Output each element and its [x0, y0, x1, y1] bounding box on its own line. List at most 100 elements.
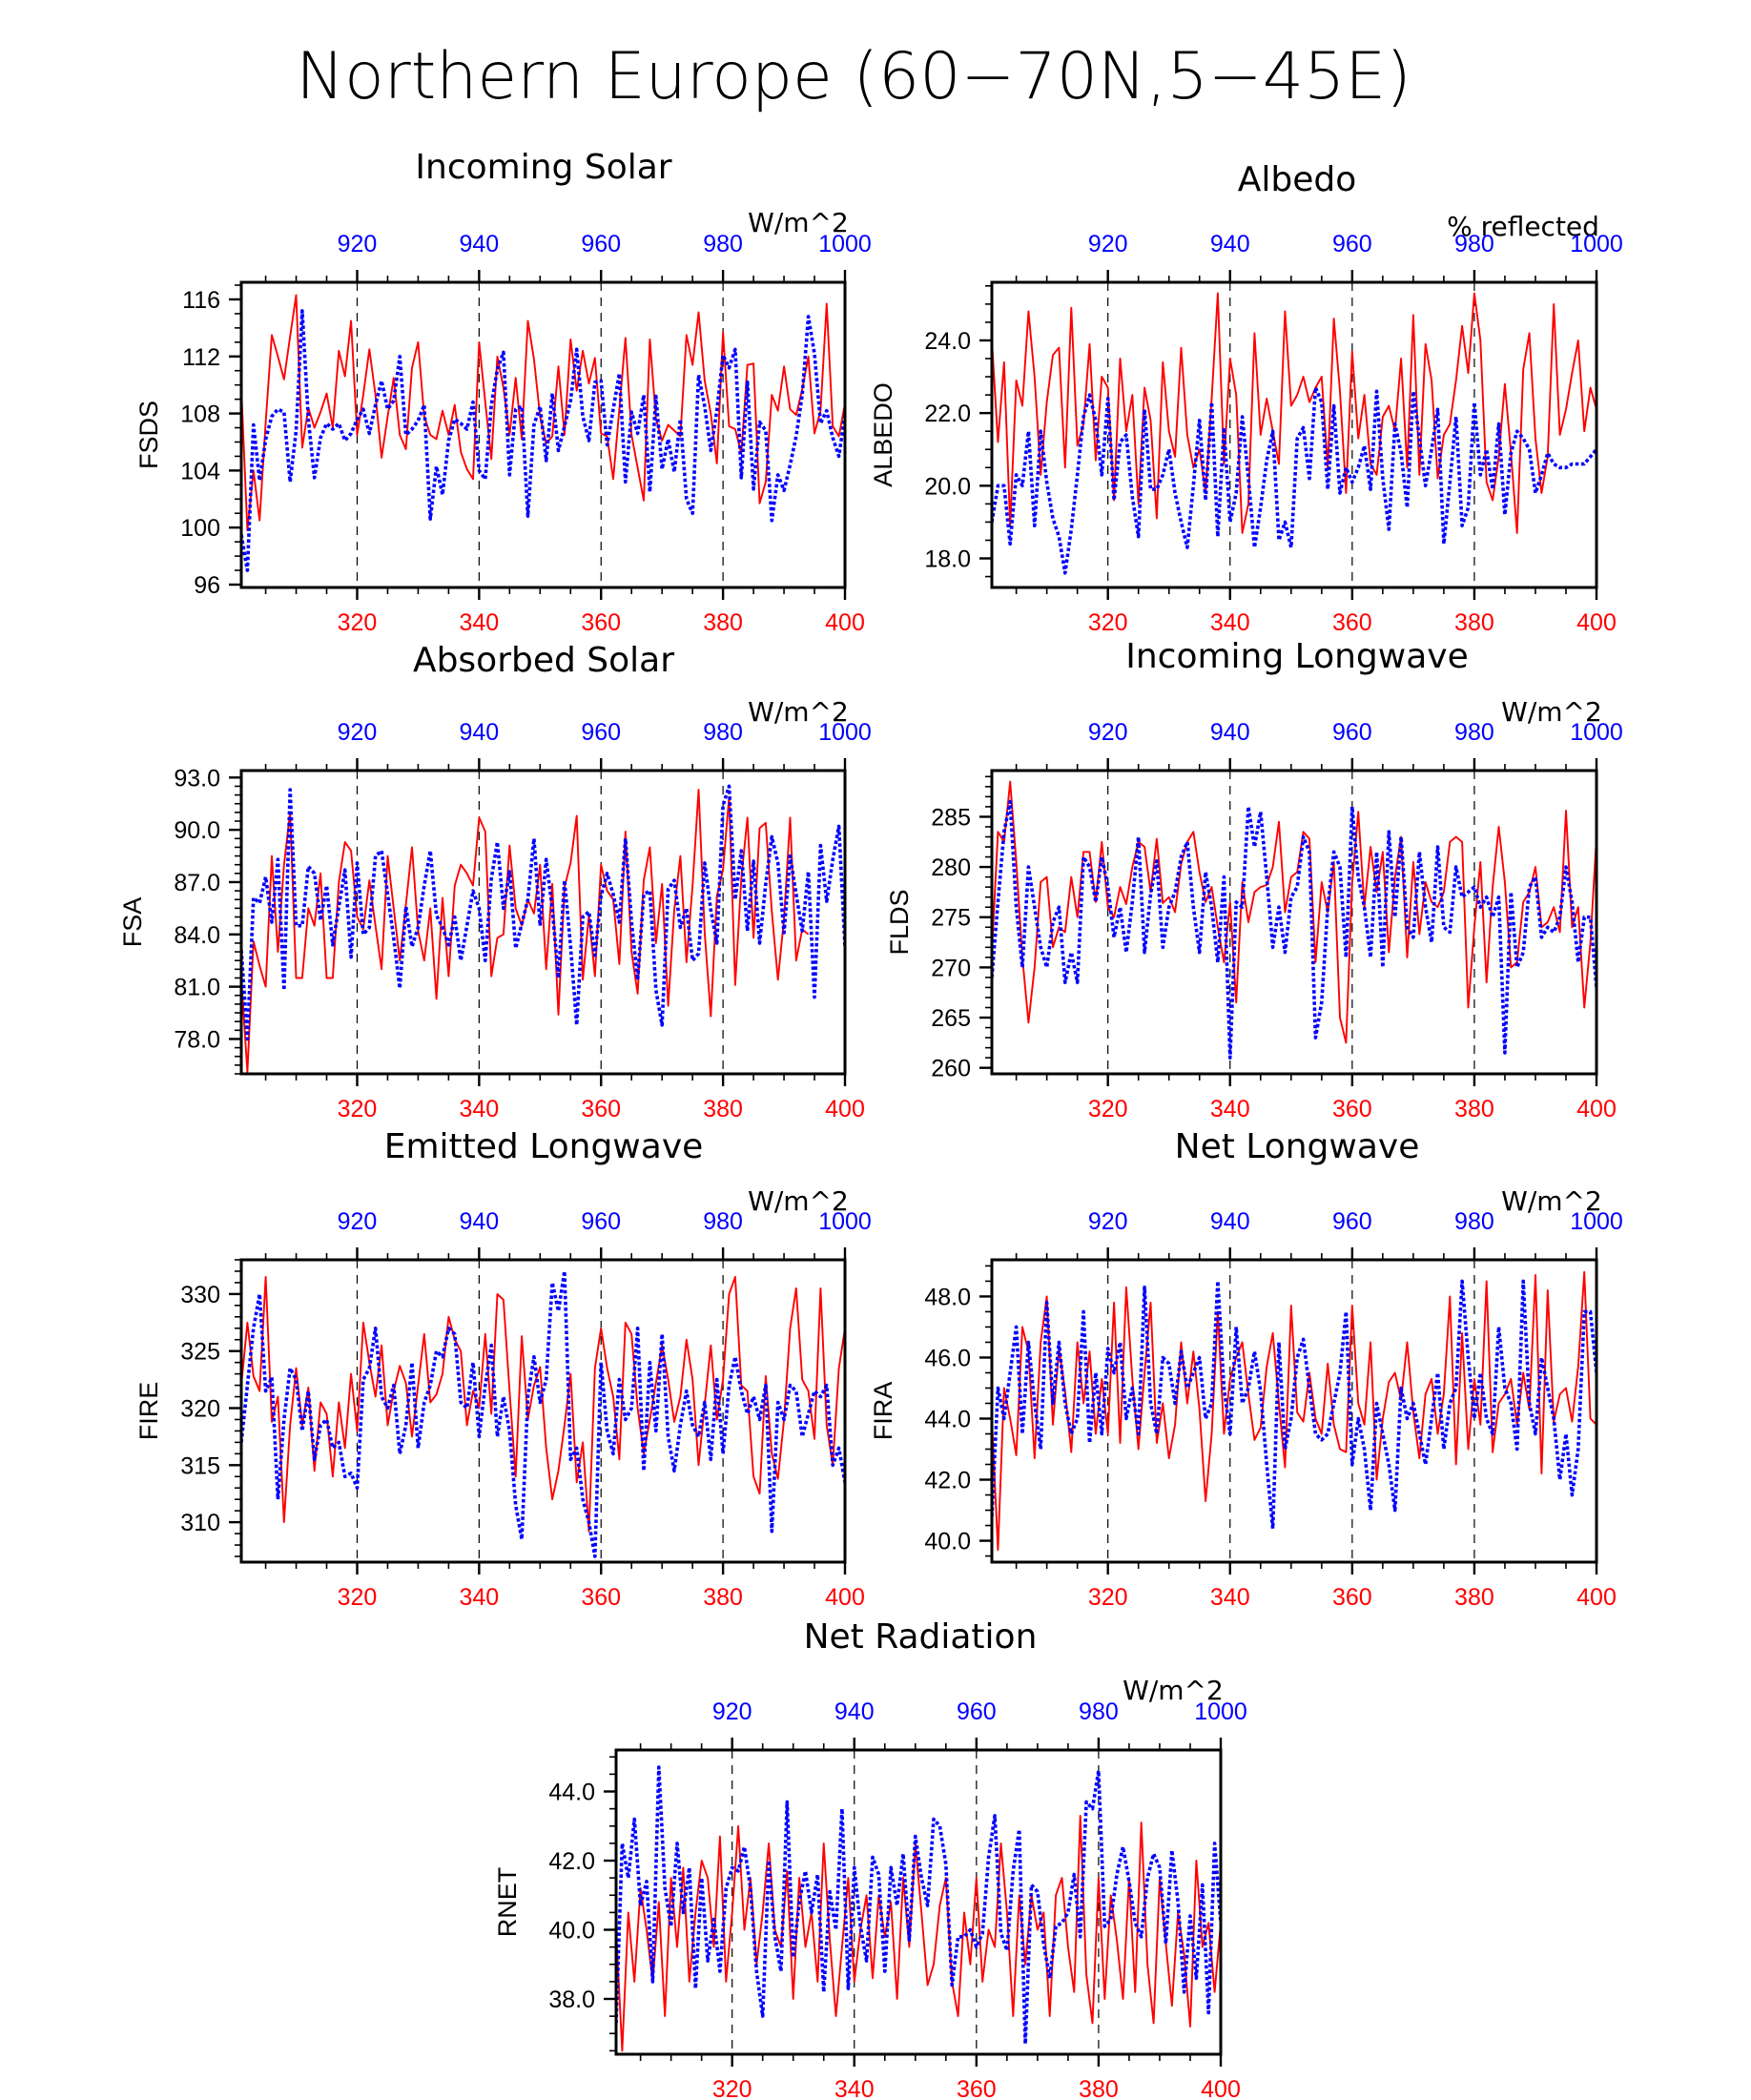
x-top-tick-label: 940: [834, 1699, 875, 1725]
x-bottom-tick-label: 400: [1201, 2076, 1241, 2100]
plot-fire: 310 315 320 325 330 FIRE 320 340 360 380 400 920 940…: [134, 1208, 872, 1611]
y-tick-label: 112: [182, 344, 220, 371]
y-tick-label: 22.0: [924, 401, 971, 427]
series-line-red: [992, 780, 1596, 1044]
series-line-red: [616, 1814, 1221, 2052]
x-top-tick-label: 980: [1454, 719, 1494, 746]
plot-frame: [239, 769, 847, 1076]
x-bottom-tick-label: 360: [581, 1096, 621, 1122]
x-bottom-tick-label: 400: [825, 1096, 865, 1122]
x-bottom-tick-label: 320: [338, 609, 378, 636]
x-top-tick-label: 960: [581, 231, 621, 257]
x-top-tick-label: 980: [703, 1208, 743, 1235]
y-tick-label: 84.0: [174, 922, 220, 949]
y-axis-label: FIRE: [134, 1382, 163, 1441]
y-tick-label: 87.0: [174, 870, 220, 896]
x-bottom-tick-label: 400: [1576, 609, 1617, 636]
x-top-tick-label: 940: [1210, 719, 1250, 746]
plot-frame: [239, 1258, 847, 1564]
x-top-tick-label: 1000: [818, 1208, 872, 1235]
x-bottom-tick-label: 360: [1332, 1096, 1372, 1122]
x-bottom-tick-label: 320: [1088, 609, 1128, 636]
plot-fira: 40.0 42.0 44.0 46.0 48.0 FIRA 320 340 360 380 400 9…: [869, 1208, 1623, 1611]
x-top-tick-label: 920: [338, 231, 378, 257]
plot-frame: [239, 280, 847, 589]
panel-title-albedo: Albedo: [1238, 160, 1357, 199]
x-top-tick-label: 980: [703, 719, 743, 746]
x-bottom-tick-label: 400: [1576, 1096, 1617, 1122]
y-tick-label: 42.0: [548, 1848, 595, 1875]
x-top-tick-label: 960: [1332, 231, 1372, 257]
plot-fsa: 78.0 81.0 84.0 87.0 90.0 93.0 FSA 320 340 360 380 4…: [118, 719, 872, 1122]
y-tick-label: 20.0: [924, 473, 971, 500]
series-line-blue: [241, 309, 845, 572]
x-top-tick-label: 1000: [818, 719, 872, 746]
y-tick-label: 90.0: [174, 817, 220, 844]
y-tick-label: 270: [931, 955, 971, 981]
x-top-tick-label: 940: [1210, 231, 1250, 257]
y-tick-label: 81.0: [174, 975, 220, 1001]
x-bottom-tick-label: 380: [703, 609, 743, 636]
y-tick-label: 38.0: [548, 1987, 595, 2013]
x-top-tick-label: 1000: [1570, 231, 1623, 257]
x-bottom-tick-label: 320: [338, 1096, 378, 1122]
unit-label-fsa: W/m^2: [748, 696, 849, 728]
x-bottom-tick-label: 380: [703, 1584, 743, 1611]
series-line-red: [241, 294, 845, 532]
y-axis-label: FSDS: [134, 401, 163, 469]
unit-label-rnet: W/m^2: [1123, 1675, 1224, 1706]
x-top-tick-label: 1000: [818, 231, 872, 257]
series-line-blue: [992, 1279, 1596, 1531]
plot-frame: [614, 1748, 1223, 2056]
panel-albedo: Albedo % reflected 18.0 20.0 22.0 24.0 ALBED…: [869, 160, 1623, 636]
x-top-tick-label: 940: [460, 719, 500, 746]
panel-title-fsds: Incoming Solar: [415, 148, 671, 187]
y-tick-label: 40.0: [548, 1918, 595, 1945]
x-bottom-tick-label: 340: [834, 2076, 875, 2100]
x-top-tick-label: 960: [1332, 1208, 1372, 1235]
x-bottom-tick-label: 380: [1454, 1584, 1494, 1611]
unit-label-albedo: % reflected: [1447, 211, 1599, 242]
y-tick-label: 18.0: [924, 546, 971, 573]
y-tick-label: 310: [180, 1510, 220, 1536]
unit-label-flds: W/m^2: [1501, 696, 1602, 728]
figure-title: Northern Europe (60−70N,5−45E): [296, 39, 1411, 114]
x-top-tick-label: 980: [1454, 231, 1494, 257]
panel-fsa: Absorbed Solar W/m^2 78.0 81.0 84.0 87.0 90.…: [118, 641, 872, 1122]
y-tick-label: 330: [180, 1282, 220, 1308]
plot-fsds: 96 100 104 108 112 116 FSDS 320 340 360 380 400 920 9…: [134, 231, 872, 636]
y-tick-label: 320: [180, 1396, 220, 1423]
x-bottom-tick-label: 380: [703, 1096, 743, 1122]
plot-frame: [990, 769, 1598, 1076]
x-bottom-tick-label: 360: [581, 609, 621, 636]
panel-title-fira: Net Longwave: [1175, 1127, 1420, 1166]
x-bottom-tick-label: 380: [1454, 1096, 1494, 1122]
x-bottom-tick-label: 340: [460, 1584, 500, 1611]
y-tick-label: 96: [194, 572, 220, 599]
y-tick-label: 46.0: [924, 1345, 971, 1371]
series-line-red: [241, 1275, 845, 1533]
y-axis-label: FIRA: [869, 1382, 897, 1441]
panel-title-flds: Incoming Longwave: [1125, 637, 1469, 676]
x-bottom-tick-label: 340: [460, 609, 500, 636]
x-bottom-tick-label: 400: [825, 609, 865, 636]
y-axis-label: FSA: [118, 897, 147, 948]
y-tick-label: 104: [180, 458, 220, 484]
x-top-tick-label: 920: [1088, 1208, 1128, 1235]
y-tick-label: 280: [931, 854, 971, 881]
x-top-tick-label: 980: [1454, 1208, 1494, 1235]
plot-albedo: 18.0 20.0 22.0 24.0 ALBEDO 320 340 360 380 400 920…: [869, 231, 1623, 636]
y-tick-label: 42.0: [924, 1468, 971, 1494]
y-tick-label: 100: [180, 515, 220, 542]
x-top-tick-label: 960: [581, 1208, 621, 1235]
plot-frame: [990, 1258, 1598, 1564]
y-tick-label: 315: [180, 1452, 220, 1479]
y-tick-label: 285: [931, 804, 971, 831]
x-bottom-tick-label: 380: [1079, 2076, 1119, 2100]
x-bottom-tick-label: 320: [712, 2076, 752, 2100]
panel-fira: Net Longwave W/m^2 40.0 42.0 44.0 46.0 48.0 F…: [869, 1127, 1623, 1611]
panel-title-fsa: Absorbed Solar: [413, 641, 674, 680]
series-line-blue: [241, 1269, 845, 1558]
y-tick-label: 275: [931, 905, 971, 932]
